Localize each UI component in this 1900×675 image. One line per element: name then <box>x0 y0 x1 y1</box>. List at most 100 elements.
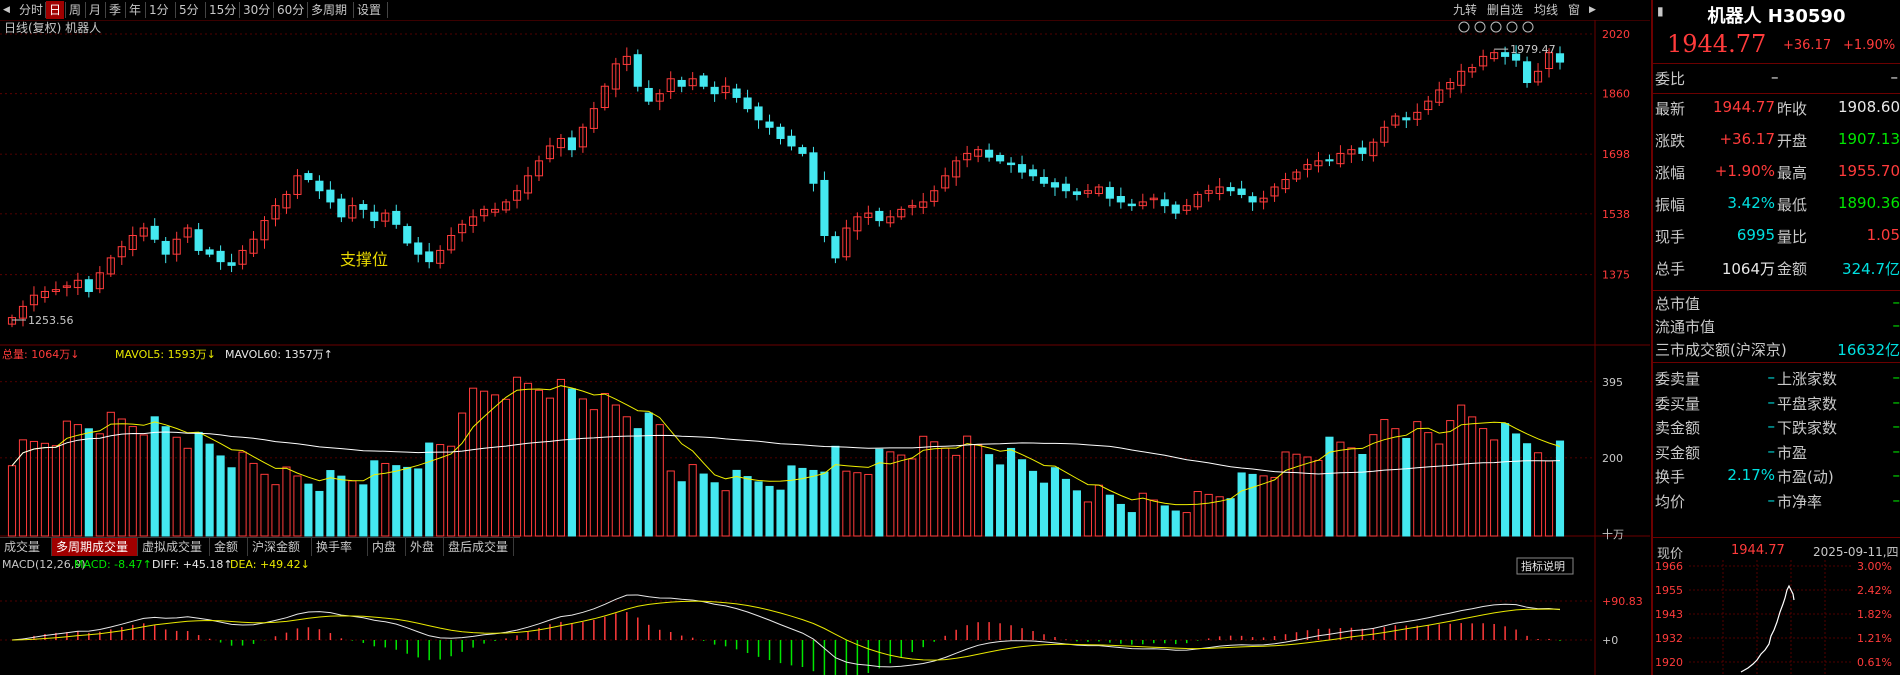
toolbar-right-1[interactable]: 删自选 <box>1487 3 1524 17</box>
candle-body <box>1292 171 1301 180</box>
toolbar-right-0[interactable]: 九转 <box>1453 3 1478 17</box>
indicator-help-button[interactable]: 指标说明 <box>1521 559 1565 573</box>
candle-body <box>776 126 785 139</box>
period-tab-3[interactable]: 月 <box>89 3 102 17</box>
view-icon[interactable] <box>1458 21 1470 33</box>
candle-body <box>1281 179 1290 190</box>
volume-bar <box>567 388 576 537</box>
indicator-tab-3[interactable]: 金额 <box>210 538 248 556</box>
indicator-tab-4[interactable]: 沪深金额 <box>248 538 312 556</box>
market-row: 三市成交额(沪深京) 16632亿 <box>1653 338 1900 360</box>
price-tick-label: 1698 <box>1602 148 1630 161</box>
candle-body <box>238 249 247 265</box>
candle-body <box>337 198 346 218</box>
candle-body <box>1149 197 1158 201</box>
volume-bar <box>95 433 104 537</box>
stat-label: 市净率 <box>1777 493 1823 511</box>
volume-bar <box>523 382 533 537</box>
period-tab-0[interactable]: 分时 <box>19 3 44 17</box>
volume-bar <box>436 444 445 537</box>
stat-value: – <box>1892 441 1900 460</box>
candle-body <box>84 279 93 292</box>
volume-bar <box>1413 421 1422 537</box>
mini-right-tick: 3.00% <box>1857 560 1892 573</box>
period-tab-2[interactable]: 周 <box>69 3 82 17</box>
indicator-tab-1[interactable]: 多周期成交量 <box>52 538 138 556</box>
candle-body <box>886 216 895 224</box>
volume-bar <box>633 428 642 537</box>
volume-bar <box>249 462 258 537</box>
toolbar-right-2[interactable]: 均线 <box>1534 3 1559 17</box>
volume-bar <box>183 447 192 537</box>
period-tab-8[interactable]: 15分 <box>209 3 237 17</box>
candle-body <box>227 262 236 266</box>
volume-bar <box>787 465 796 537</box>
volume-bar <box>1314 459 1323 537</box>
quote-value: +36.17 <box>1719 130 1775 148</box>
volume-bar <box>84 428 93 537</box>
chart-area[interactable]: 日线(复权) 机器人 2020 1860 1698 1538 1375 1979.47 125… <box>0 20 1650 675</box>
indicator-tab-5[interactable]: 换手率 <box>312 538 368 556</box>
indicator-tab-8[interactable]: 盘后成交量 <box>444 538 514 556</box>
volume-bar <box>556 378 566 537</box>
candle-body <box>1358 147 1367 154</box>
period-tab-9[interactable]: 30分 <box>243 3 271 17</box>
candle-body <box>743 97 752 110</box>
quote-value: 1955.70 <box>1837 162 1900 180</box>
candle-body <box>721 85 730 94</box>
market-label: 三市成交额(沪深京) <box>1655 341 1787 359</box>
period-tab-7[interactable]: 5分 <box>179 3 199 17</box>
candle-body <box>1336 152 1345 165</box>
period-tab-5[interactable]: 年 <box>129 3 142 17</box>
toolbar-next-icon[interactable]: ▶ <box>1589 5 1596 15</box>
period-tab-11[interactable]: 多周期 <box>311 3 348 17</box>
volume-bar <box>666 470 675 537</box>
volume-bar <box>1292 453 1301 537</box>
stat-row: 卖金额 – 下跌家数 – <box>1653 415 1900 439</box>
zoom-in-icon[interactable] <box>1506 21 1518 33</box>
indicator-tab-0[interactable]: 成交量 <box>0 538 52 556</box>
volume-bar <box>128 426 137 537</box>
candle-body <box>534 160 544 177</box>
undo-icon[interactable] <box>1474 21 1486 33</box>
candle-body <box>1072 191 1082 195</box>
period-tab-1[interactable]: 日 <box>46 1 65 19</box>
volume-bar <box>1468 416 1477 537</box>
candle-body <box>1028 169 1038 177</box>
period-tab-6[interactable]: 1分 <box>149 3 169 17</box>
candle-body <box>1501 52 1510 57</box>
intraday-mini-chart[interactable]: 1966 3.00% 1955 2.42% 1943 1.82% 1932 1.21% 1920… <box>1653 560 1900 675</box>
period-tab-12[interactable]: 设置 <box>357 3 382 17</box>
quote-label: 涨跌 <box>1655 132 1686 150</box>
period-tab-10[interactable]: 60分 <box>277 3 305 17</box>
stat-row: 均价 – 市净率 – <box>1653 489 1900 513</box>
redo-icon[interactable] <box>1490 21 1502 33</box>
volume-bar <box>1522 443 1532 537</box>
indicator-help-button-frame[interactable] <box>1516 557 1574 575</box>
toolbar-right-3[interactable]: 窗 <box>1568 3 1581 17</box>
candle-body <box>1094 186 1103 195</box>
stat-label: 市盈(动) <box>1777 468 1834 487</box>
volume-bar <box>1270 476 1279 537</box>
indicator-tab-2[interactable]: 虚拟成交量 <box>138 538 210 556</box>
stat-value: – <box>1892 466 1900 485</box>
indicator-tab-7[interactable]: 外盘 <box>406 538 444 556</box>
candle-body <box>1050 182 1060 188</box>
volume-bar <box>930 441 939 537</box>
stat-value: – <box>1767 368 1776 386</box>
stat-label: 下跌家数 <box>1777 419 1838 438</box>
candle-body <box>1061 183 1071 192</box>
indicator-tab-6[interactable]: 内盘 <box>368 538 406 556</box>
settings-icon[interactable]: ▮ <box>1657 4 1664 18</box>
volume-bar <box>1083 501 1092 537</box>
period-tab-4[interactable]: 季 <box>109 3 122 17</box>
price-tick-label: 1860 <box>1602 88 1630 101</box>
volume-bar <box>1325 436 1334 537</box>
candle-body <box>710 86 719 95</box>
weibi-value-2: – <box>1890 68 1899 86</box>
candle-body <box>216 250 225 263</box>
low-marker-label: 1253.56 <box>28 314 74 327</box>
toolbar-prev-icon[interactable]: ◀ <box>3 5 10 15</box>
zoom-out-icon[interactable] <box>1522 21 1534 33</box>
candle-body <box>1314 160 1323 167</box>
